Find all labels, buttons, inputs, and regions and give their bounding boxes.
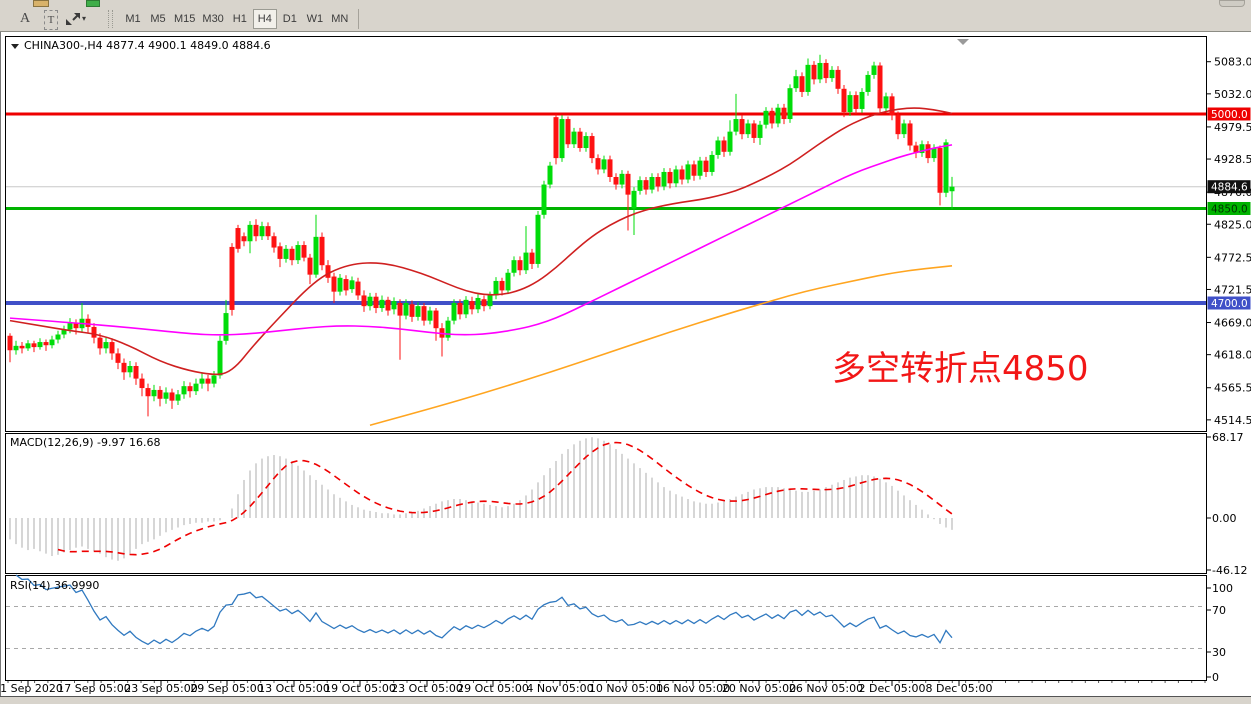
svg-text:-46.12: -46.12 xyxy=(1212,564,1247,577)
font-tool-button[interactable]: A xyxy=(12,9,38,30)
timeframe-button-group: M1 M5 M15 M30 H1 H4 D1 W1 MN xyxy=(121,9,353,29)
svg-text:19 Oct 05:00: 19 Oct 05:00 xyxy=(324,682,396,695)
svg-text:2 Dec 05:00: 2 Dec 05:00 xyxy=(859,682,926,695)
level-tag-5000.0 xyxy=(1207,107,1251,121)
arrows-tool-button[interactable]: ▾ xyxy=(64,9,98,30)
current-price-tag xyxy=(1207,180,1251,194)
svg-text:0: 0 xyxy=(1212,671,1219,684)
timeframe-button-m15[interactable]: M15 xyxy=(171,9,198,29)
svg-text:5000.0: 5000.0 xyxy=(1211,109,1248,121)
macd-panel[interactable] xyxy=(5,433,1207,574)
timeframe-button-m30[interactable]: M30 xyxy=(199,9,226,29)
svg-text:8 Dec 05:00: 8 Dec 05:00 xyxy=(926,682,993,695)
timeframe-button-h4[interactable]: H4 xyxy=(252,9,277,29)
svg-text:23 Oct 05:00: 23 Oct 05:00 xyxy=(391,682,463,695)
timeframe-button-mn[interactable]: MN xyxy=(328,9,352,29)
timeframe-button-m1[interactable]: M1 xyxy=(121,9,145,29)
toolbar-grip[interactable] xyxy=(108,10,113,28)
macd-label: MACD(12,26,9) -9.97 16.68 xyxy=(10,436,161,449)
rsi-panel[interactable] xyxy=(5,575,1207,681)
svg-text:29 Sep 05:00: 29 Sep 05:00 xyxy=(190,682,263,695)
level-tag-4850.0 xyxy=(1207,202,1251,215)
annotation-text: 多空转折点4850 xyxy=(832,349,1089,389)
svg-text:4565.5: 4565.5 xyxy=(1214,382,1251,395)
rsi-indicator xyxy=(6,574,1206,649)
svg-text:11 Sep 2020: 11 Sep 2020 xyxy=(0,682,63,695)
svg-text:30: 30 xyxy=(1212,646,1226,659)
macd-indicator xyxy=(9,437,953,561)
svg-text:17 Sep 05:00: 17 Sep 05:00 xyxy=(57,682,130,695)
svg-text:4979.5: 4979.5 xyxy=(1214,121,1251,134)
partial-toolbar-icon[interactable] xyxy=(33,0,49,7)
price-tags: 5000.0 4850.0 4700.0 4884.6 xyxy=(1207,107,1251,310)
ma-line-mid_magenta xyxy=(9,144,953,336)
dropdown-caret-icon: ▾ xyxy=(82,14,87,23)
svg-text:10 Nov 05:00: 10 Nov 05:00 xyxy=(589,682,663,695)
ma-line-slow_orange xyxy=(369,265,953,426)
timeframe-button-m5[interactable]: M5 xyxy=(146,9,170,29)
toolbar-row-partial xyxy=(0,0,1251,7)
ma-line-fast_red xyxy=(9,107,953,376)
svg-text:29 Oct 05:00: 29 Oct 05:00 xyxy=(457,682,529,695)
svg-text:4700.0: 4700.0 xyxy=(1211,298,1248,310)
svg-text:26 Nov 05:00: 26 Nov 05:00 xyxy=(789,682,863,695)
svg-text:13 Oct 05:00: 13 Oct 05:00 xyxy=(258,682,330,695)
toolbar-row: A T ▾ M1 M5 M15 M30 H1 H4 D1 W1 MN xyxy=(0,7,1251,31)
price-axis: 5083.05032.04979.54928.54876.04825.04772… xyxy=(1207,56,1251,684)
svg-text:16 Nov 05:00: 16 Nov 05:00 xyxy=(656,682,730,695)
svg-text:4514.5: 4514.5 xyxy=(1214,414,1251,427)
svg-text:5032.0: 5032.0 xyxy=(1214,88,1251,101)
text-label-tool-button[interactable]: T xyxy=(38,9,64,30)
svg-text:4928.5: 4928.5 xyxy=(1214,153,1251,166)
svg-text:0.00: 0.00 xyxy=(1212,512,1237,525)
chart-title: CHINA300-,H4 4877.4 4900.1 4849.0 4884.6 xyxy=(24,39,271,52)
svg-text:23 Sep 05:00: 23 Sep 05:00 xyxy=(124,682,197,695)
rsi-line xyxy=(15,574,953,646)
partial-corner-control[interactable] xyxy=(1219,0,1245,7)
timeframe-button-h1[interactable]: H1 xyxy=(228,9,252,29)
rsi-label: RSI(14) 36.9990 xyxy=(10,579,99,592)
svg-text:4669.0: 4669.0 xyxy=(1214,317,1251,330)
symbol-dropdown-icon[interactable] xyxy=(11,44,19,49)
svg-text:4618.0: 4618.0 xyxy=(1214,349,1251,362)
svg-text:4772.5: 4772.5 xyxy=(1214,251,1251,264)
svg-text:4 Nov 05:00: 4 Nov 05:00 xyxy=(526,682,593,695)
moving-average-lines xyxy=(9,107,953,426)
svg-text:4721.5: 4721.5 xyxy=(1214,283,1251,296)
grid-and-level-lines xyxy=(6,112,1206,305)
toolbar: A T ▾ M1 M5 M15 M30 H1 H4 D1 W1 MN xyxy=(0,0,1251,32)
partial-toolbar-icon-2[interactable] xyxy=(86,0,100,7)
text-tool-icon: T xyxy=(43,9,59,30)
timeframe-button-w1[interactable]: W1 xyxy=(303,9,327,29)
timeframe-button-d1[interactable]: D1 xyxy=(278,9,302,29)
svg-text:100: 100 xyxy=(1212,582,1233,595)
svg-text:68.17: 68.17 xyxy=(1212,431,1244,444)
level-tag-4700.0 xyxy=(1207,296,1251,310)
svg-text:4825.0: 4825.0 xyxy=(1214,218,1251,231)
svg-text:5083.0: 5083.0 xyxy=(1214,56,1251,69)
main-price-panel[interactable] xyxy=(5,36,1207,432)
chart-shift-marker-icon[interactable] xyxy=(957,39,969,45)
toolbar-separator xyxy=(357,9,359,29)
chart-panels[interactable] xyxy=(0,32,1251,704)
svg-text:4850.0: 4850.0 xyxy=(1211,204,1248,216)
macd-signal-line xyxy=(57,441,953,556)
svg-text:20 Nov 05:00: 20 Nov 05:00 xyxy=(722,682,796,695)
svg-text:70: 70 xyxy=(1212,604,1226,617)
svg-text:4884.6: 4884.6 xyxy=(1211,182,1248,194)
arrows-icon xyxy=(66,13,80,25)
